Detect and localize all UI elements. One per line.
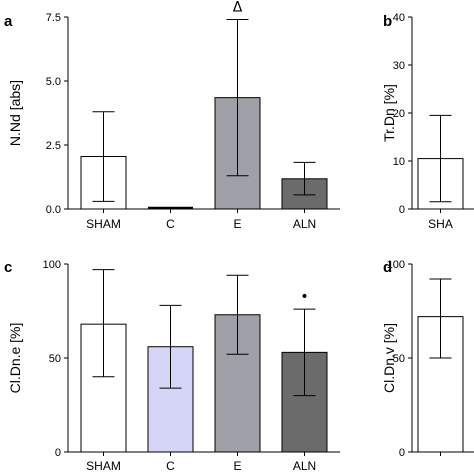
panel-letter-a: a — [4, 13, 13, 30]
category-label-c: ALN — [293, 459, 316, 473]
category-label-b: SHA — [428, 217, 453, 231]
category-label-a: ALN — [293, 217, 316, 231]
panel-letter-d: d — [383, 259, 392, 276]
y-tick-label-d: 100 — [387, 259, 405, 271]
y-tick-label-d: 50 — [393, 353, 405, 365]
category-label-c: E — [233, 459, 241, 473]
y-axis-label-d: Cl.Dn.v [%] — [381, 323, 397, 393]
y-tick-label-a: 5.0 — [46, 76, 61, 88]
category-label-a: E — [233, 217, 241, 231]
y-tick-label-b: 20 — [393, 108, 405, 120]
y-tick-label-a: 7.5 — [46, 12, 61, 24]
y-tick-label-b: 30 — [393, 60, 405, 72]
category-label-c: C — [166, 459, 175, 473]
y-tick-label-c: 50 — [49, 353, 61, 365]
significance-marker-c: • — [300, 289, 308, 305]
y-tick-label-b: 10 — [393, 156, 405, 168]
y-tick-label-c: 100 — [43, 259, 61, 271]
panel-letter-c: c — [4, 259, 12, 276]
category-label-c: SHAM — [86, 459, 121, 473]
y-tick-label-b: 40 — [393, 12, 405, 24]
significance-marker-a: Δ — [233, 0, 243, 16]
panel-letter-b: b — [383, 13, 392, 30]
y-tick-label-a: 0.0 — [46, 204, 61, 216]
y-axis-label-b: Tr.Dn [%] — [381, 84, 397, 142]
category-label-a: SHAM — [86, 217, 121, 231]
y-tick-label-a: 2.5 — [46, 140, 61, 152]
y-tick-label-c: 0 — [55, 447, 61, 459]
y-axis-label-a: N.Nd [abs] — [7, 80, 23, 146]
y-axis-label-c: Cl.Dn.e [%] — [7, 323, 23, 394]
y-tick-label-b: 0 — [399, 204, 405, 216]
y-tick-label-d: 0 — [399, 447, 405, 459]
category-label-a: C — [166, 217, 175, 231]
